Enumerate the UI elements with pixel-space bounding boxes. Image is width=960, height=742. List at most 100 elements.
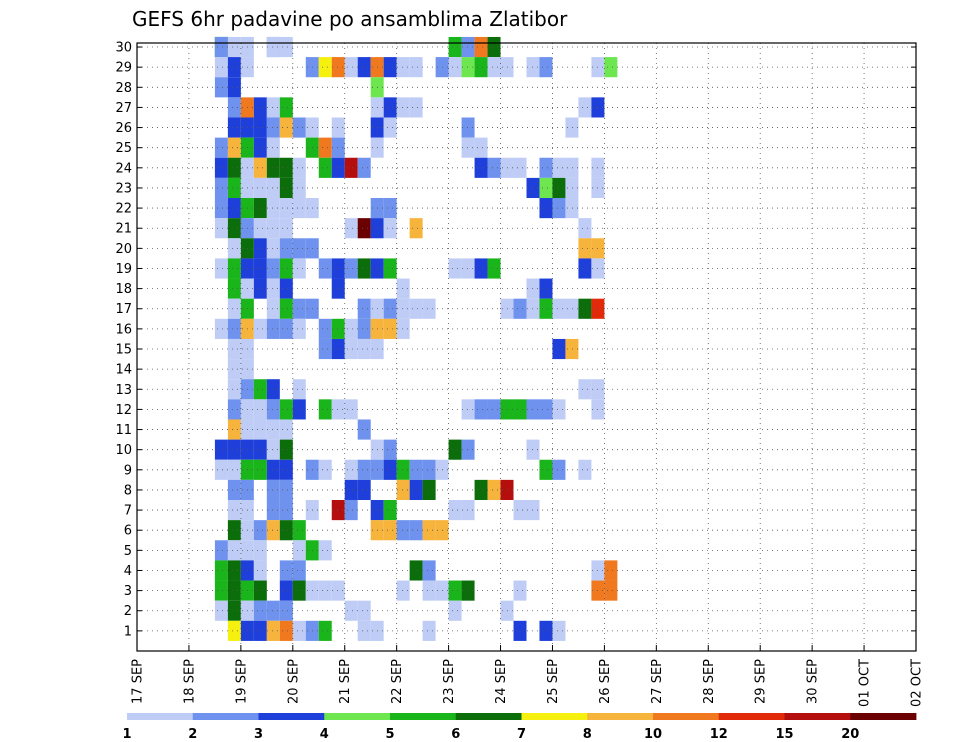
x-tick-label: 25 SEP (546, 659, 561, 704)
chart-title: GEFS 6hr padavine po ansamblima Zlatibor (132, 7, 568, 31)
heatmap-cell (318, 620, 332, 641)
heatmap-cell (279, 439, 293, 460)
heatmap-cell (266, 198, 280, 219)
heatmap-cell (383, 298, 397, 319)
heatmap-cell (292, 379, 306, 400)
y-tick-label: 3 (124, 584, 132, 599)
x-tick-label: 01 OCT (858, 659, 873, 707)
heatmap-cell (318, 580, 332, 601)
heatmap-cell (292, 157, 306, 178)
heatmap-cell (292, 399, 306, 420)
heatmap-cell (513, 580, 527, 601)
heatmap-cell (266, 218, 280, 239)
heatmap-cell (253, 97, 267, 118)
heatmap-cell (279, 620, 293, 641)
heatmap-cell (539, 620, 553, 641)
y-tick-label: 5 (124, 544, 132, 559)
heatmap-cell (552, 459, 566, 480)
heatmap-cell (422, 459, 436, 480)
heatmap-cell (253, 177, 267, 199)
heatmap-cell (552, 198, 566, 219)
heatmap-cell (227, 137, 241, 158)
heatmap-cell (214, 318, 228, 339)
heatmap-cell (227, 540, 241, 561)
heatmap-cell (227, 338, 241, 360)
y-tick-label: 24 (115, 161, 132, 176)
heatmap-cell (578, 218, 592, 239)
heatmap-cell (227, 459, 241, 480)
heatmap-cell (539, 57, 553, 78)
heatmap-cell (253, 117, 267, 138)
heatmap-cell (344, 258, 358, 279)
heatmap-cell (552, 399, 566, 420)
heatmap-cell (214, 218, 228, 239)
heatmap-cell (383, 198, 397, 219)
legend-swatch (784, 713, 851, 720)
legend-label: 6 (451, 727, 460, 742)
heatmap-cell (357, 258, 371, 279)
heatmap-cell (214, 57, 228, 78)
heatmap-cell (578, 459, 592, 480)
x-tick-label: 29 SEP (754, 659, 769, 704)
heatmap-cell (253, 620, 267, 641)
heatmap-cell (396, 298, 410, 319)
heatmap-cell (253, 278, 267, 299)
heatmap-cell (266, 157, 280, 178)
heatmap-cell (357, 419, 371, 440)
heatmap-cell (487, 157, 501, 178)
legend-label: 1 (122, 727, 131, 742)
heatmap-cell (253, 580, 267, 601)
heatmap-cell (227, 500, 241, 521)
heatmap-cell (253, 137, 267, 158)
heatmap-cell (266, 97, 280, 118)
legend-label: 3 (254, 727, 263, 742)
heatmap-cell (266, 439, 280, 460)
y-tick-label: 27 (115, 101, 132, 116)
heatmap-cell (266, 318, 280, 339)
heatmap-cell (422, 520, 436, 541)
heatmap-cell (279, 117, 293, 138)
heatmap-cell (279, 218, 293, 239)
legend-swatch (192, 713, 259, 720)
heatmap-cell (422, 580, 436, 601)
x-axis-ticks: 17 SEP 18 SEP 19 SEP 20 SEP 21 SEP 22 SEP 23 S… (131, 645, 925, 707)
heatmap-cell (253, 238, 267, 259)
heatmap-cell (396, 97, 410, 118)
heatmap-cell (461, 137, 475, 158)
heatmap-cell (344, 338, 358, 360)
heatmap-cell (214, 137, 228, 158)
y-tick-label: 23 (115, 181, 132, 196)
legend-swatch (653, 713, 720, 720)
heatmap-cell (487, 57, 501, 78)
legend-label: 5 (385, 727, 394, 742)
heatmap-cell (383, 258, 397, 279)
heatmap-cell (448, 36, 462, 58)
heatmap-cell (539, 278, 553, 299)
x-tick-label: 28 SEP (702, 659, 717, 704)
heatmap-cell (552, 177, 566, 199)
heatmap-cell (448, 500, 462, 521)
heatmap-cell (266, 379, 280, 400)
heatmap-cell (409, 479, 423, 500)
heatmap-cell (292, 520, 306, 541)
heatmap-cell (565, 177, 579, 199)
heatmap-cell (448, 258, 462, 279)
y-tick-label: 29 (115, 61, 132, 76)
heatmap-cell (461, 399, 475, 420)
heatmap-cell (279, 600, 293, 621)
heatmap-cell (227, 359, 241, 380)
heatmap-cell (279, 459, 293, 480)
y-tick-label: 1 (124, 624, 132, 639)
heatmap-cell (214, 580, 228, 601)
heatmap-cell (461, 258, 475, 279)
heatmap-cell (578, 379, 592, 400)
heatmap-cell (253, 540, 267, 561)
heatmap-cell (227, 419, 241, 440)
heatmap-cell (474, 479, 488, 500)
x-tick-label: 24 SEP (494, 659, 509, 704)
heatmap-cell (461, 57, 475, 78)
heatmap-cell (357, 218, 371, 239)
heatmap-cell (227, 258, 241, 279)
y-tick-label: 18 (115, 282, 132, 297)
heatmap-cell (227, 57, 241, 78)
